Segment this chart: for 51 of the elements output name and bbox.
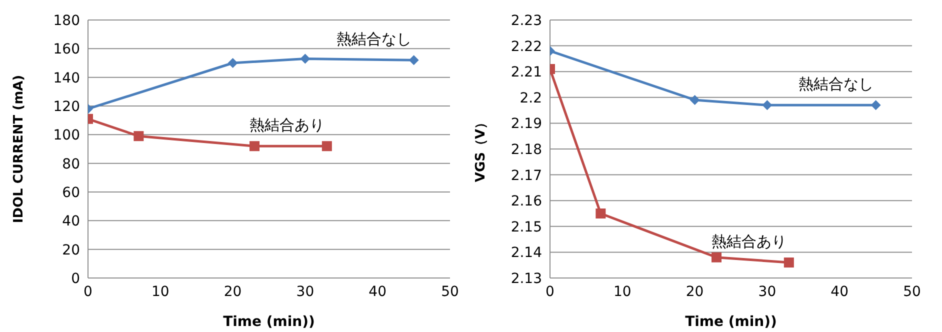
- series-label: 熱結合なし: [336, 30, 412, 48]
- y-tick-label: 2.13: [510, 270, 542, 287]
- x-tick-label: 50: [903, 284, 921, 300]
- y-tick-label: 140: [53, 70, 80, 86]
- y-tick-label: 120: [53, 98, 80, 115]
- y-tick-label: 2.2: [520, 90, 542, 106]
- x-axis-title: Time (min)): [685, 314, 777, 330]
- y-tick-label: 2.18: [510, 142, 542, 158]
- point: [784, 258, 794, 268]
- y-tick-label: 2.15: [510, 219, 542, 236]
- x-tick-label: 30: [296, 284, 314, 300]
- y-axis-title: VGS（V）: [474, 116, 489, 182]
- y-tick-label: 2.14: [510, 245, 542, 262]
- point: [228, 58, 238, 68]
- x-tick-label: 50: [441, 284, 459, 300]
- x-tick-label: 40: [368, 284, 387, 300]
- y-tick-label: 2.17: [510, 168, 542, 184]
- x-tick-label: 0: [546, 284, 554, 300]
- point: [408, 55, 419, 66]
- point: [690, 94, 700, 105]
- x-tick-label: 10: [613, 284, 632, 300]
- y-tick-label: 160: [53, 42, 80, 58]
- y-tick-label: 180: [53, 12, 80, 29]
- y-tick-label: 60: [62, 184, 80, 201]
- y-tick-label: 0: [71, 270, 80, 287]
- x-tick-label: 20: [686, 284, 704, 300]
- x-tick-label: 40: [830, 284, 849, 300]
- y-tick-label: 40: [62, 214, 80, 230]
- point: [322, 141, 332, 152]
- y-tick-label: 80: [62, 156, 80, 172]
- series-label: 熱結合あり: [249, 116, 324, 134]
- y-tick-label: 2.19: [510, 116, 542, 132]
- y-tick-label: 2.16: [510, 194, 542, 210]
- point: [300, 54, 310, 64]
- point: [712, 252, 722, 262]
- x-tick-label: 20: [224, 284, 242, 300]
- y-axis-title: IDOL CURRENT (mA): [12, 74, 27, 224]
- x-tick-label: 10: [151, 284, 170, 300]
- point: [762, 100, 772, 110]
- point: [870, 100, 881, 110]
- y-tick-label: 20: [62, 242, 80, 258]
- y-tick-label: 100: [53, 128, 80, 144]
- series-label: 熱結合あり: [711, 232, 786, 251]
- y-tick-label: 2.23: [510, 12, 542, 29]
- point: [250, 141, 260, 152]
- y-tick-label: 2.21: [510, 64, 542, 81]
- x-tick-label: 0: [84, 284, 92, 300]
- x-tick-label: 30: [758, 284, 776, 300]
- series-label: 熱結合なし: [798, 75, 874, 94]
- x-axis-title: Time (min)): [223, 314, 315, 330]
- y-tick-label: 2.22: [510, 38, 542, 55]
